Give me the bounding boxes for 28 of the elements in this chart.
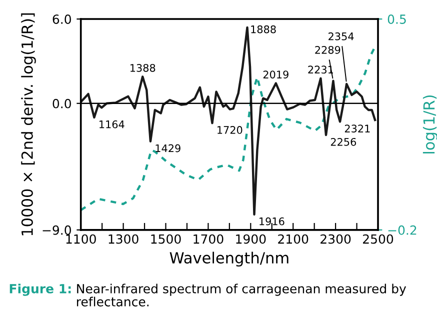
y2-tick-label: −0.2: [388, 225, 416, 235]
x-tick-label: 1300: [108, 234, 138, 244]
y-tick-label: −9.0: [42, 225, 71, 235]
annotation: 2256: [330, 138, 356, 146]
annotation: 1720: [218, 126, 242, 134]
annotation: 1388: [130, 64, 156, 72]
x-tick-label: 2300: [320, 234, 351, 244]
annotation: 1888: [251, 25, 276, 34]
annotation: 2289: [315, 46, 340, 54]
y-axis-title: 10000 × [2nd deriv. log(1/R)]: [21, 13, 36, 236]
x-tick-label: 1900: [236, 234, 266, 244]
annotation: 1916: [260, 217, 284, 226]
annotation: 1164: [100, 120, 124, 128]
x-tick-label: 2100: [278, 234, 308, 244]
annotation: 2321: [344, 124, 370, 133]
y-tick-label: 0.0: [52, 98, 71, 108]
annotation: 2354: [328, 32, 354, 40]
caption: Figure 1:: [10, 284, 71, 296]
y2-tick-label: 0.5: [388, 14, 406, 24]
x-axis-title: Wavelength/nm: [170, 252, 288, 267]
annotation: 2019: [263, 70, 288, 78]
x-tick-label: 1500: [151, 234, 181, 244]
x-tick-label: 1700: [194, 234, 224, 244]
text: Near-infrared spectrum of carrageenan measured by reflectance.: [77, 284, 406, 306]
x-tick-label: 1100: [66, 234, 96, 244]
annotation: 1429: [156, 144, 180, 152]
y-tick-label: 6.0: [52, 14, 71, 24]
x-tick-label: 2500: [363, 234, 394, 244]
